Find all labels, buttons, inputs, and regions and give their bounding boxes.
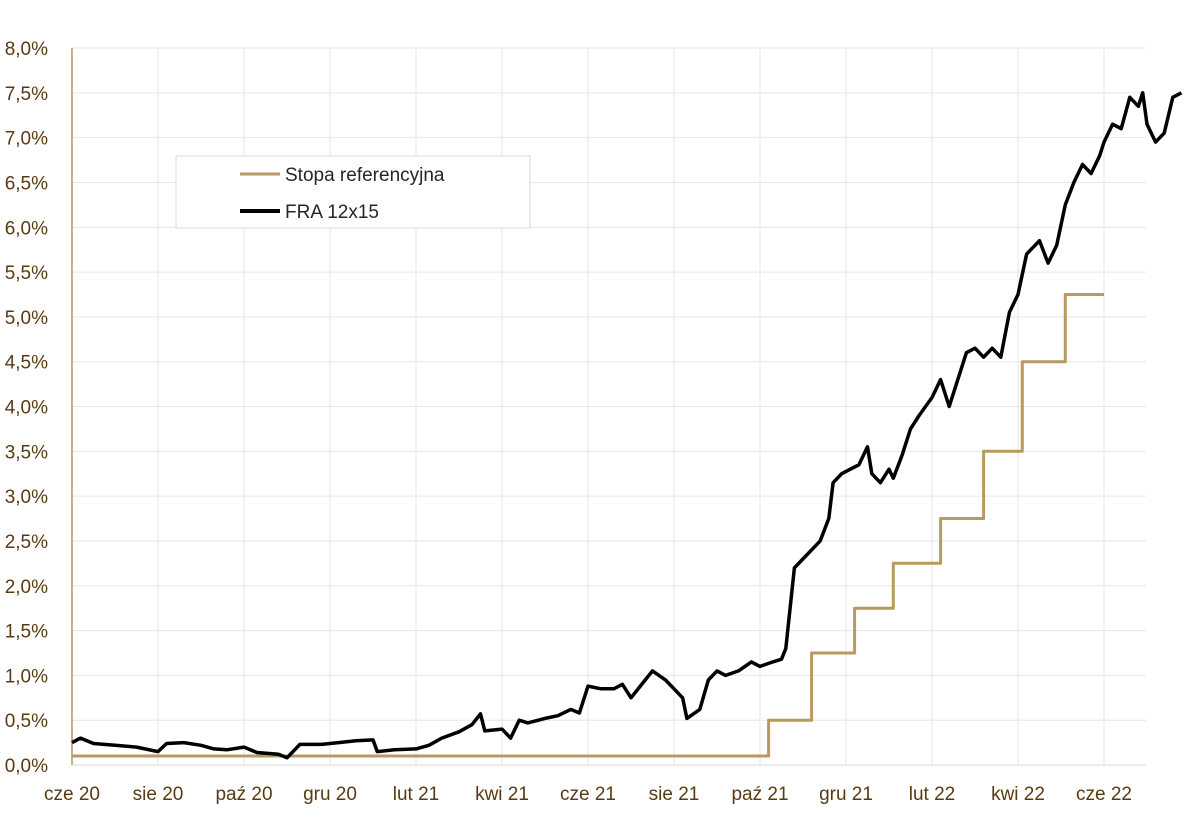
x-tick-label: cze 21 bbox=[560, 784, 616, 805]
legend-label-fra: FRA 12x15 bbox=[285, 202, 379, 223]
series-line-reference-rate bbox=[72, 293, 1104, 758]
y-tick-label: 5,0% bbox=[5, 308, 48, 329]
x-tick-label: paź 21 bbox=[731, 784, 788, 805]
y-tick-label: 2,0% bbox=[5, 577, 48, 598]
legend: Stopa referencyjna FRA 12x15 bbox=[175, 155, 531, 229]
y-tick-label: 0,0% bbox=[5, 756, 48, 777]
x-axis-ticks: cze 20 sie 20 paź 20 gru 20 lut 21 kwi 21 cze … bbox=[44, 784, 1132, 805]
x-tick-label: cze 20 bbox=[44, 784, 100, 805]
y-tick-label: 1,5% bbox=[5, 622, 48, 643]
y-tick-label: 5,5% bbox=[5, 263, 48, 284]
y-tick-label: 4,0% bbox=[5, 398, 48, 419]
legend-label-reference-rate: Stopa referencyjna bbox=[285, 165, 445, 186]
x-tick-label: sie 21 bbox=[649, 784, 700, 805]
x-tick-label: gru 21 bbox=[819, 784, 873, 805]
x-tick-label: kwi 22 bbox=[991, 784, 1045, 805]
legend-box bbox=[175, 155, 531, 229]
axes bbox=[71, 48, 1146, 766]
y-tick-label: 4,5% bbox=[5, 353, 48, 374]
x-tick-label: paź 20 bbox=[215, 784, 272, 805]
series-group bbox=[71, 91, 1183, 760]
x-tick-label: lut 22 bbox=[909, 784, 955, 805]
y-tick-label: 7,0% bbox=[5, 129, 48, 150]
y-tick-label: 6,5% bbox=[5, 173, 48, 194]
x-tick-label: sie 20 bbox=[133, 784, 184, 805]
y-tick-label: 3,0% bbox=[5, 487, 48, 508]
y-tick-label: 7,5% bbox=[5, 84, 48, 105]
x-tick-label: lut 21 bbox=[393, 784, 439, 805]
x-tick-label: cze 22 bbox=[1076, 784, 1132, 805]
x-tick-label: gru 20 bbox=[303, 784, 357, 805]
y-tick-label: 1,0% bbox=[5, 666, 48, 687]
y-tick-label: 3,5% bbox=[5, 442, 48, 463]
x-tick-label: kwi 21 bbox=[475, 784, 529, 805]
y-tick-label: 0,5% bbox=[5, 711, 48, 732]
series-line-fra bbox=[71, 91, 1183, 760]
y-tick-label: 2,5% bbox=[5, 532, 48, 553]
y-tick-label: 6,0% bbox=[5, 218, 48, 239]
y-tick-label: 8,0% bbox=[5, 39, 48, 60]
y-axis-ticks: 0,0% 0,5% 1,0% 1,5% 2,0% 2,5% 3,0% 3,5% 4,0% 4,5%… bbox=[5, 39, 48, 777]
